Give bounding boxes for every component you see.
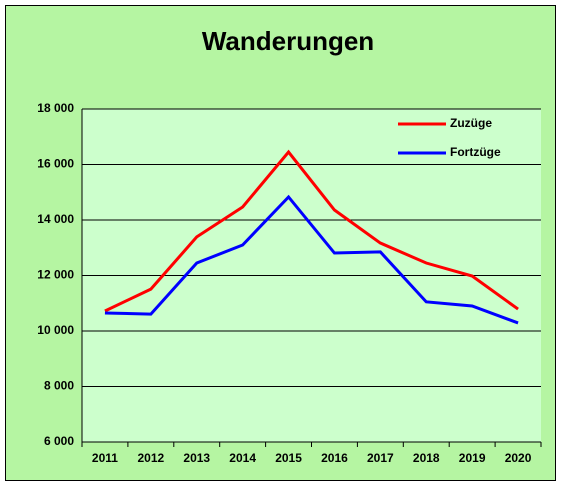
chart-title: Wanderungen — [202, 26, 374, 56]
y-tick-label: 6 000 — [44, 434, 74, 448]
x-tick-label: 2017 — [367, 451, 394, 465]
y-tick-label: 12 000 — [37, 268, 74, 282]
series-line — [104, 194, 519, 325]
legend-label: Zuzüge — [450, 116, 492, 130]
x-tick-label: 2014 — [229, 451, 256, 465]
x-tick-label: 2016 — [321, 451, 348, 465]
legend-label: Fortzüge — [450, 145, 501, 159]
y-tick-label: 14 000 — [37, 212, 74, 226]
x-tick-label: 2012 — [137, 451, 164, 465]
x-tick-label: 2020 — [505, 451, 532, 465]
y-tick-label: 10 000 — [37, 323, 74, 337]
series-line — [104, 149, 519, 313]
y-tick-label: 16 000 — [37, 157, 74, 171]
x-tick-label: 2013 — [183, 451, 210, 465]
x-tick-label: 2018 — [413, 451, 440, 465]
x-tick-label: 2011 — [92, 451, 118, 465]
y-tick-label: 18 000 — [37, 101, 74, 115]
y-tick-label: 8 000 — [44, 379, 74, 393]
x-tick-label: 2015 — [275, 451, 302, 465]
x-tick-label: 2019 — [459, 451, 486, 465]
